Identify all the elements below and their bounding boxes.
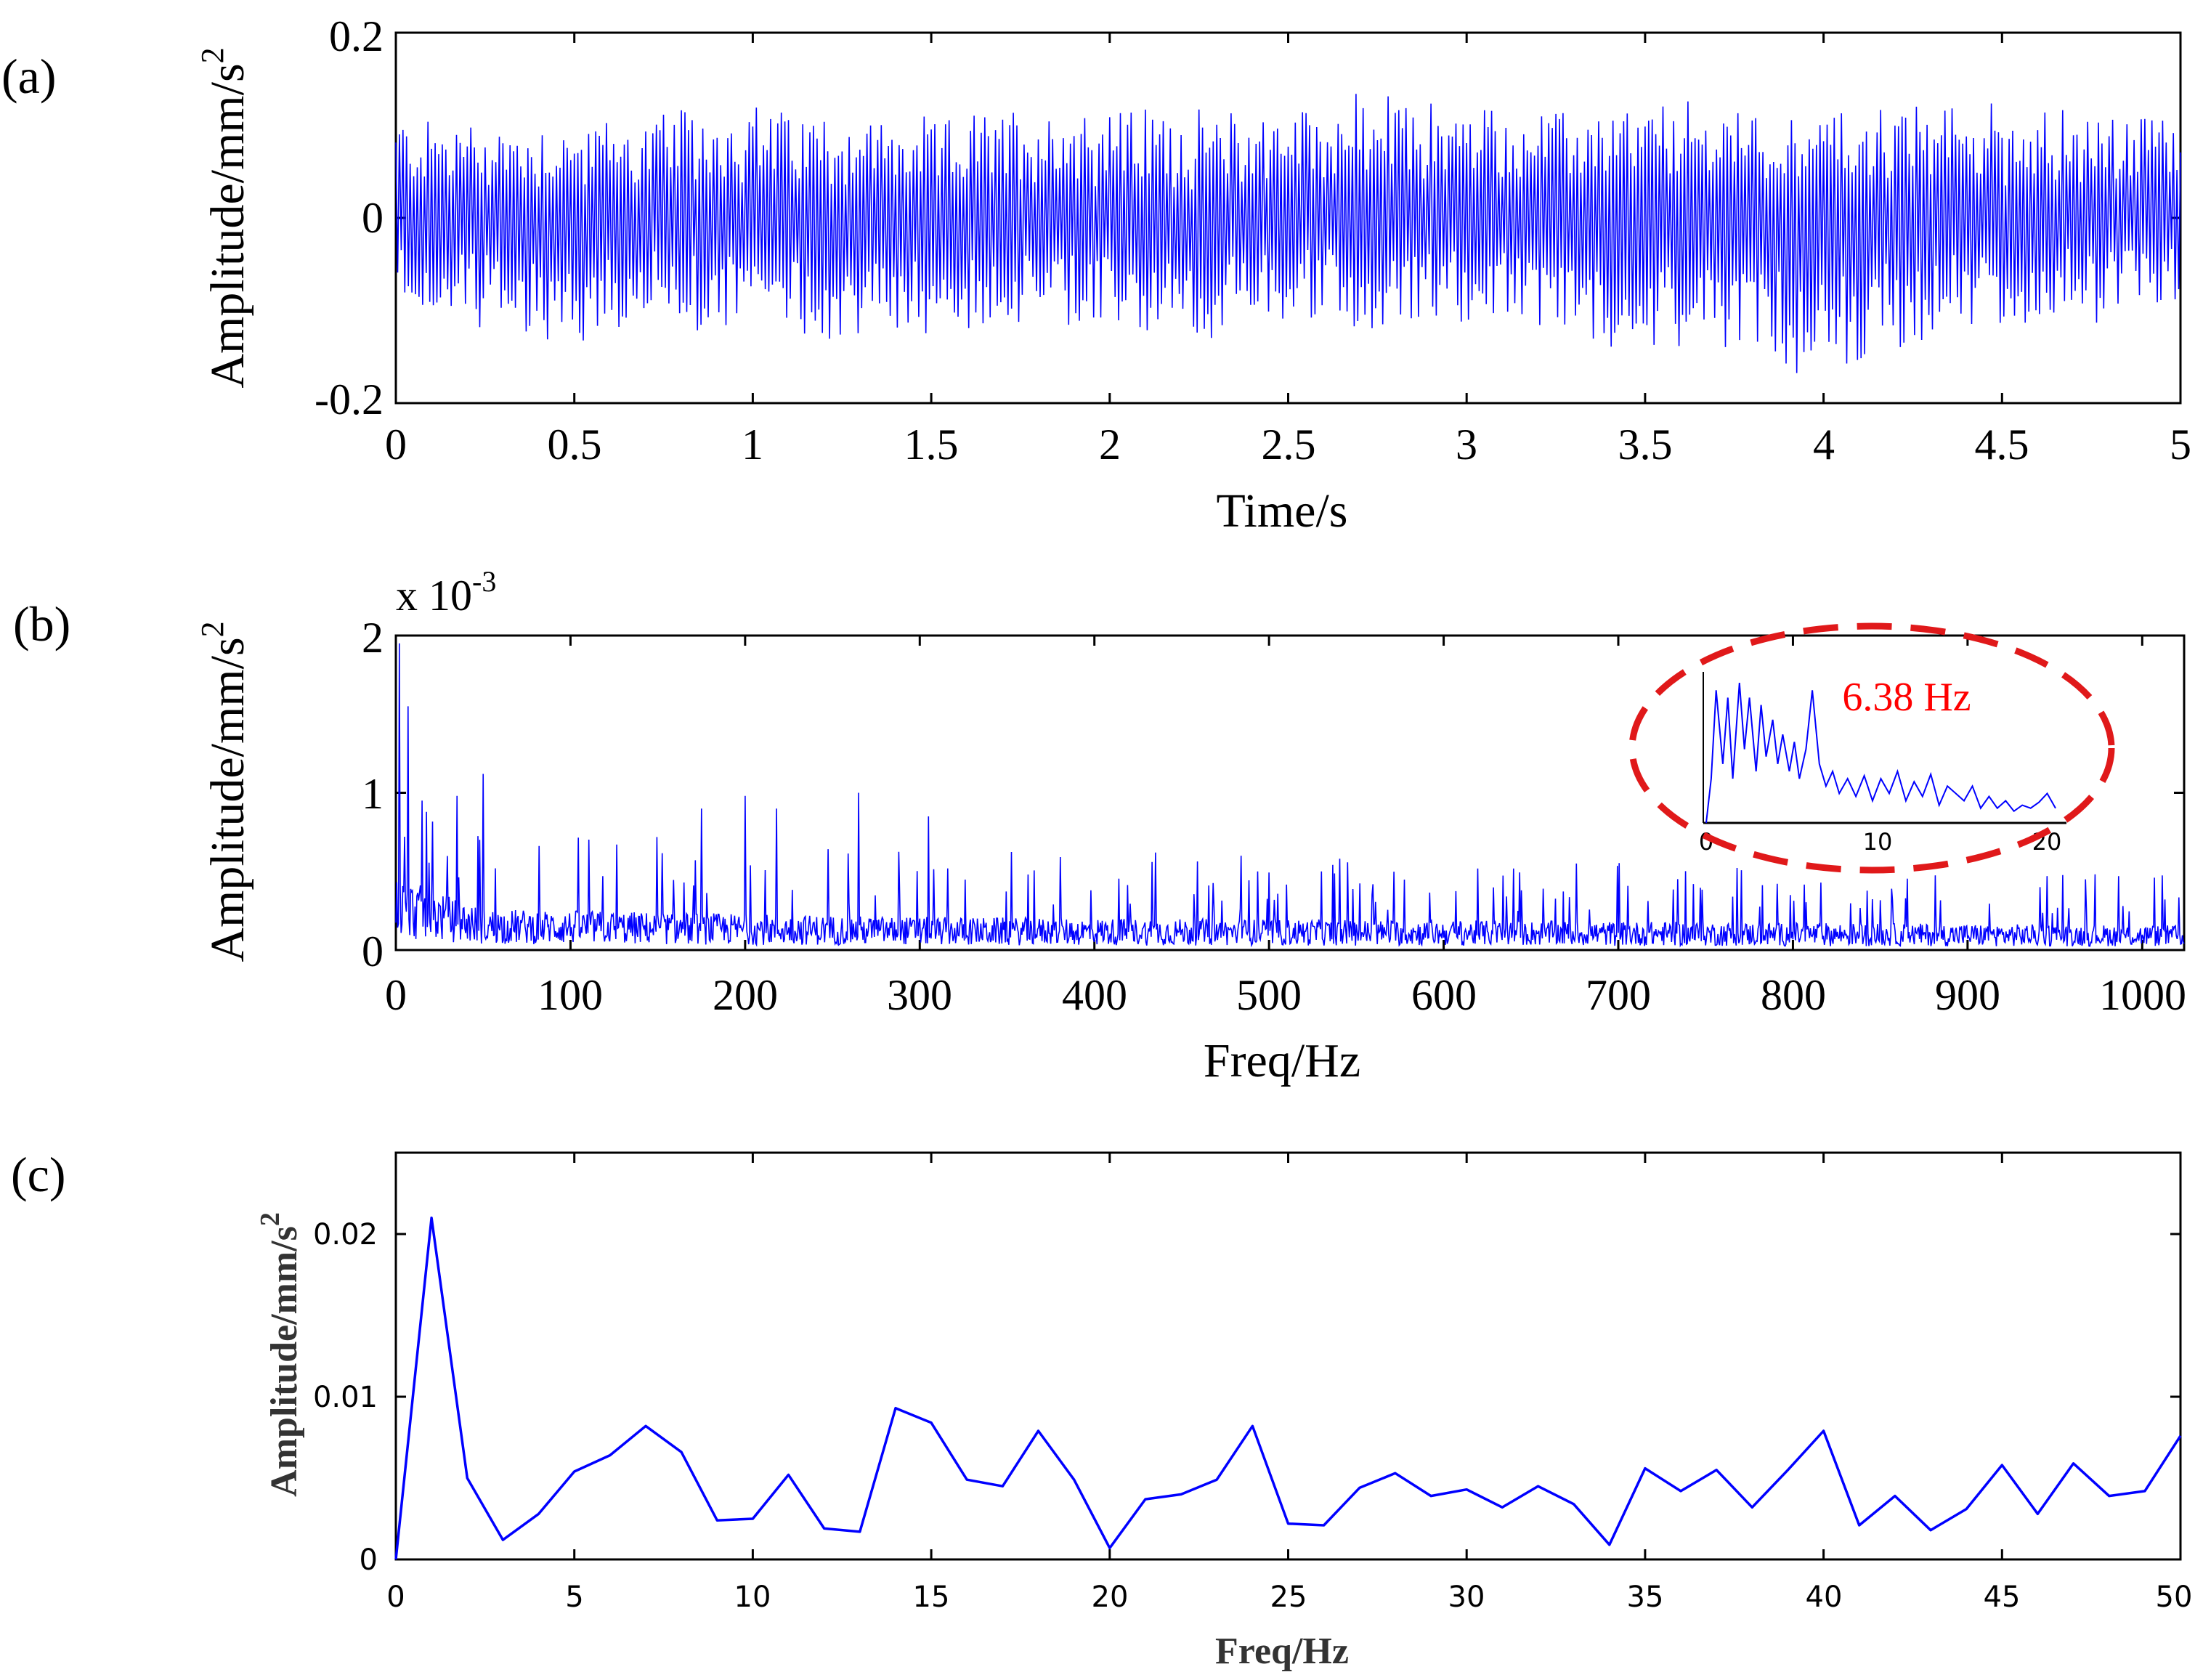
panel-b-xtick-label: 500 <box>1236 971 1302 1019</box>
panel-b-scale-label: x 10-3 <box>396 565 496 620</box>
inset-spectrum-line <box>1705 683 2056 824</box>
spectrum-line <box>394 1216 2182 1560</box>
panel-a-xtick-label: 0 <box>385 421 407 468</box>
panel-a-ytick-label: 0 <box>362 194 384 242</box>
panel-a-ytick-label: 0.2 <box>329 12 384 60</box>
panel-b-xlabel: Freq/Hz <box>1204 1034 1360 1087</box>
panel-c-xtick-label: 10 <box>734 1580 771 1614</box>
panel-b-label: (b) <box>13 596 70 652</box>
panel-a-ylabel-sup: 2 <box>195 47 230 63</box>
panel-b-xtick-label: 1000 <box>2099 971 2186 1019</box>
panel-b-xticks: 0 100 200 300 400 500 600 700 800 900 10… <box>385 971 2186 1019</box>
panel-a-xtick-label: 5 <box>2170 421 2191 468</box>
panel-a-xtick-label: 3 <box>1456 421 1477 468</box>
panel-a-xtick-label: 2 <box>1099 421 1121 468</box>
inset-annotation: 6.38 Hz <box>1842 675 1971 720</box>
spectrum-line <box>395 643 2185 948</box>
panel-a: (a) 0.2 0 -0.2 0 0.5 1 1.5 2 2.5 3 3.5 4… <box>1 12 2191 537</box>
panel-c-xticks: 0 5 10 15 20 25 30 35 40 45 50 <box>386 1580 2192 1614</box>
panel-c-ylabel-text: Amplitude/mm/s <box>264 1226 305 1497</box>
panel-c-xtick-label: 20 <box>1092 1580 1129 1614</box>
panel-b-ytick-label: 1 <box>362 770 384 818</box>
panel-b-inset: 0 10 20 6.38 Hz <box>1628 622 2115 874</box>
panel-a-xtick-label: 4 <box>1813 421 1835 468</box>
panel-c-xtick-label: 25 <box>1270 1580 1307 1614</box>
panel-c-ytick-label: 0.02 <box>313 1218 378 1251</box>
panel-b-xtick-label: 300 <box>887 971 952 1019</box>
panel-b-xtick-label: 900 <box>1935 971 2000 1019</box>
panel-b-xtick-label: 700 <box>1586 971 1651 1019</box>
inset-highlight-ellipse <box>1628 622 2115 874</box>
panel-b-scale-base: x 10 <box>396 572 472 620</box>
panel-c-ylabel: Amplitude/mm/s2 <box>255 1212 305 1497</box>
panel-a-xtick-label: 2.5 <box>1262 421 1316 468</box>
panel-c-xtick-label: 15 <box>913 1580 950 1614</box>
panel-a-ylabel: Amplitude/mm/s2 <box>195 47 254 388</box>
panel-b-xtick-label: 400 <box>1062 971 1127 1019</box>
panel-a-xtick-label: 1.5 <box>904 421 959 468</box>
panel-a-xtick-label: 1 <box>742 421 763 468</box>
panel-c-ytick-label: 0 <box>360 1543 378 1577</box>
panel-a-ylabel-text: Amplitude/mm/s <box>201 63 254 388</box>
panel-c-label: (c) <box>11 1147 65 1202</box>
panel-b-ylabel-sup: 2 <box>195 621 230 637</box>
panel-c-yticks: 0.02 0.01 0 <box>313 1218 378 1577</box>
panel-c-xtick-label: 35 <box>1627 1580 1664 1614</box>
panel-c-spectrum-series <box>394 1216 2182 1560</box>
panel-b-xtick-label: 0 <box>385 971 407 1019</box>
panel-b-ylabel: Amplitude/mm/s2 <box>195 621 254 962</box>
inset-background <box>1692 665 2085 861</box>
panel-c-xtick-label: 5 <box>565 1580 583 1614</box>
panel-c-xtick-label: 45 <box>1984 1580 2021 1614</box>
panel-b-ytick-label: 2 <box>362 614 384 662</box>
panel-b: (b) x 10-3 2 1 0 0 100 200 300 400 500 6… <box>13 565 2186 1087</box>
panel-b-ylabel-text: Amplitude/mm/s <box>201 637 254 962</box>
panel-a-label: (a) <box>1 49 56 104</box>
panel-b-yticks: 2 1 0 <box>362 614 384 975</box>
panel-c-ylabel-sup: 2 <box>255 1212 285 1226</box>
panel-a-signal-series <box>395 94 2181 373</box>
panel-c-ytick-label: 0.01 <box>313 1381 378 1414</box>
panel-b-xtick-label: 600 <box>1411 971 1477 1019</box>
panel-a-ticks <box>394 31 2182 405</box>
panel-c-xlabel: Freq/Hz <box>1215 1631 1349 1672</box>
panel-a-xtick-label: 3.5 <box>1618 421 1673 468</box>
inset-spectrum-series <box>1705 683 2056 824</box>
panel-a-ytick-label: -0.2 <box>315 376 384 423</box>
panel-b-scale-exp: -3 <box>472 565 496 598</box>
panel-c-xtick-label: 50 <box>2156 1580 2193 1614</box>
panel-a-xtick-label: 0.5 <box>548 421 602 468</box>
panel-c: (c) 0.02 0.01 0 0 5 10 15 20 25 30 35 40… <box>11 1147 2192 1672</box>
panel-b-ytick-label: 0 <box>362 928 384 975</box>
inset-xtick-label: 10 <box>1863 828 1893 856</box>
panel-b-xtick-label: 800 <box>1761 971 1826 1019</box>
panel-a-xlabel: Time/s <box>1217 484 1348 537</box>
panel-b-xtick-label: 100 <box>537 971 603 1019</box>
panel-a-yticks: 0.2 0 -0.2 <box>315 12 384 423</box>
panel-c-xtick-label: 40 <box>1806 1580 1843 1614</box>
panel-a-xtick-label: 4.5 <box>1975 421 2029 468</box>
panel-c-xtick-label: 30 <box>1448 1580 1485 1614</box>
panel-a-xticks: 0 0.5 1 1.5 2 2.5 3 3.5 4 4.5 5 <box>385 421 2191 468</box>
signal-line <box>395 94 2181 373</box>
panel-b-spectrum-series <box>395 643 2185 948</box>
panel-b-xtick-label: 200 <box>713 971 778 1019</box>
panel-c-xtick-label: 0 <box>386 1580 405 1614</box>
